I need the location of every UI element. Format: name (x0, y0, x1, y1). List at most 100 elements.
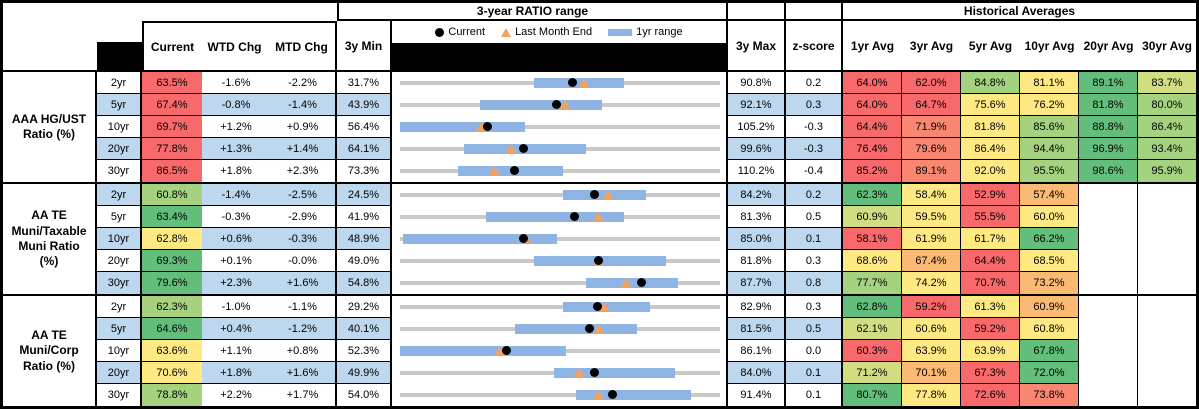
current-dot-marker (510, 166, 520, 175)
avg-cell: 67.4% (902, 250, 961, 272)
range-track (400, 125, 720, 129)
avg-cell: 64.0% (843, 72, 902, 94)
avg-cell (1138, 206, 1196, 228)
table-row: 30yr 86.5% +1.8% +2.3% 73.3% 110.2% -0.4 85.2% 8… (97, 160, 1196, 182)
avg-cell: 66.2% (1020, 228, 1079, 250)
range-chart (392, 184, 728, 206)
header-spacer (3, 3, 337, 21)
avg-cell: 85.2% (843, 160, 902, 182)
group-rows: 2yr 60.8% -1.4% -2.5% 24.5% 84.2% 0.2 62.3% 58.4… (97, 184, 1196, 294)
avg-cell: 64.4% (843, 116, 902, 138)
range-chart-header: Current Last Month End 1yr range (392, 21, 728, 70)
range-chart (392, 94, 728, 116)
3y-max-cell: 84.2% (728, 184, 786, 206)
legend-current: Current (435, 26, 485, 38)
current-cell: 62.8% (142, 228, 202, 250)
avg-cell (1138, 340, 1196, 362)
current-cell: 62.3% (142, 296, 202, 318)
avg-cell: 67.8% (1020, 340, 1079, 362)
table-row: 5yr 64.6% +0.4% -1.2% 40.1% 81.5% 0.5 62.1% 60.6… (97, 318, 1196, 340)
avg-cell (1138, 296, 1196, 318)
last-month-end-triangle-icon (501, 27, 512, 37)
avg-cell: 62.3% (843, 184, 902, 206)
z-score-cell: 0.0 (786, 340, 843, 362)
tenor-cell: 10yr (97, 116, 142, 138)
avg-cell: 61.7% (961, 228, 1020, 250)
current-dot-marker (584, 324, 594, 333)
last-month-end-marker (593, 324, 604, 333)
avg-cell: 73.2% (1020, 272, 1079, 294)
avg-cell: 74.2% (902, 272, 961, 294)
avg-cell (1079, 272, 1138, 294)
table-row: 5yr 63.4% -0.3% -2.9% 41.9% 81.3% 0.5 60.9% 59.5… (97, 206, 1196, 228)
header-row-2: Current WTD Chg MTD Chg 3y Min Current L… (3, 21, 1196, 72)
1yr-range-bar (400, 346, 567, 356)
legend-last-month-end-label: Last Month End (515, 26, 593, 38)
3y-min-cell: 64.1% (337, 138, 392, 160)
range-chart (392, 228, 728, 250)
legend-current-label: Current (448, 26, 486, 38)
last-month-end-marker (579, 78, 589, 87)
3y-max-cell: 84.0% (728, 362, 786, 384)
wtd-chg-cell: -0.8% (202, 94, 270, 116)
chart-legend: Current Last Month End 1yr range (392, 21, 726, 43)
range-bar-icon (608, 28, 633, 36)
avg-cell: 81.8% (961, 116, 1020, 138)
range-track (400, 393, 720, 397)
avg-cell: 61.3% (961, 296, 1020, 318)
avg-cell: 61.9% (902, 228, 961, 250)
table-row: 5yr 67.4% -0.8% -1.4% 43.9% 92.1% 0.3 64.0% 64.7… (97, 94, 1196, 116)
3y-min-cell: 49.9% (337, 362, 392, 384)
group-label-line: AA TE (31, 327, 67, 342)
current-dot-marker (570, 212, 580, 221)
current-dot-marker (502, 346, 512, 355)
group-rows: 2yr 63.5% -1.6% -2.2% 31.7% 90.8% 0.2 64.0% 62.0… (97, 72, 1196, 182)
3y-min-cell: 29.2% (337, 296, 392, 318)
3y-min-cell: 54.0% (337, 384, 392, 406)
tenor-cell: 30yr (97, 160, 142, 182)
z-score-cell: 0.3 (786, 250, 843, 272)
wtd-chg-cell: +2.3% (202, 272, 270, 294)
3y-max-cell: 81.5% (728, 318, 786, 340)
wtd-chg-cell: +1.3% (202, 138, 270, 160)
tenor-cell: 2yr (97, 296, 142, 318)
avg-columns-header: 1yr Avg 3yr Avg 5yr Avg 10yr Avg 20yr Av… (843, 21, 1196, 70)
3y-min-cell: 54.8% (337, 272, 392, 294)
mtd-chg-cell: -0.3% (270, 228, 337, 250)
z-score-cell: 0.2 (786, 72, 843, 94)
avg-cell: 62.0% (902, 72, 961, 94)
group-label: AAA HG/UST Ratio (%) (3, 72, 97, 182)
mtd-chg-cell: +0.9% (270, 116, 337, 138)
range-chart (392, 138, 728, 160)
z-score-cell: 0.3 (786, 296, 843, 318)
current-dot-icon (435, 27, 445, 37)
range-chart (392, 272, 728, 294)
3y-max-cell: 99.6% (728, 138, 786, 160)
current-cell: 64.6% (142, 318, 202, 340)
range-chart (392, 296, 728, 318)
current-cell: 70.6% (142, 362, 202, 384)
wtd-chg-cell: +1.1% (202, 340, 270, 362)
last-month-end-marker (592, 390, 603, 399)
avg-cell: 94.4% (1020, 138, 1079, 160)
last-month-end-marker (598, 302, 609, 311)
group-label: AA TE Muni/Taxable Muni Ratio (%) (3, 184, 97, 294)
current-cell: 69.3% (142, 250, 202, 272)
avg-cell: 60.6% (902, 318, 961, 340)
wtd-chg-cell: -1.0% (202, 296, 270, 318)
ratio-group: AA TE Muni/Corp Ratio (%) 2yr 62.3% -1.0% -1.1… (3, 294, 1196, 406)
legend-last-month-end: Last Month End (501, 26, 592, 38)
tenor-header-black-box (97, 42, 142, 70)
3y-min-cell: 48.9% (337, 228, 392, 250)
3y-min-cell: 24.5% (337, 184, 392, 206)
wtd-chg-cell: -1.6% (202, 72, 270, 94)
mtd-chg-cell: +1.6% (270, 272, 337, 294)
range-track (400, 305, 720, 309)
last-month-end-marker (574, 368, 585, 377)
range-chart (392, 116, 728, 138)
current-dot-marker (482, 122, 492, 131)
avg-cell: 60.8% (1020, 318, 1079, 340)
table-row: 10yr 63.6% +1.1% +0.8% 52.3% 86.1% 0.0 60.3% 63.… (97, 340, 1196, 362)
avg-cell: 84.8% (961, 72, 1020, 94)
avg-column-header-1yr: 1yr Avg (850, 38, 895, 53)
